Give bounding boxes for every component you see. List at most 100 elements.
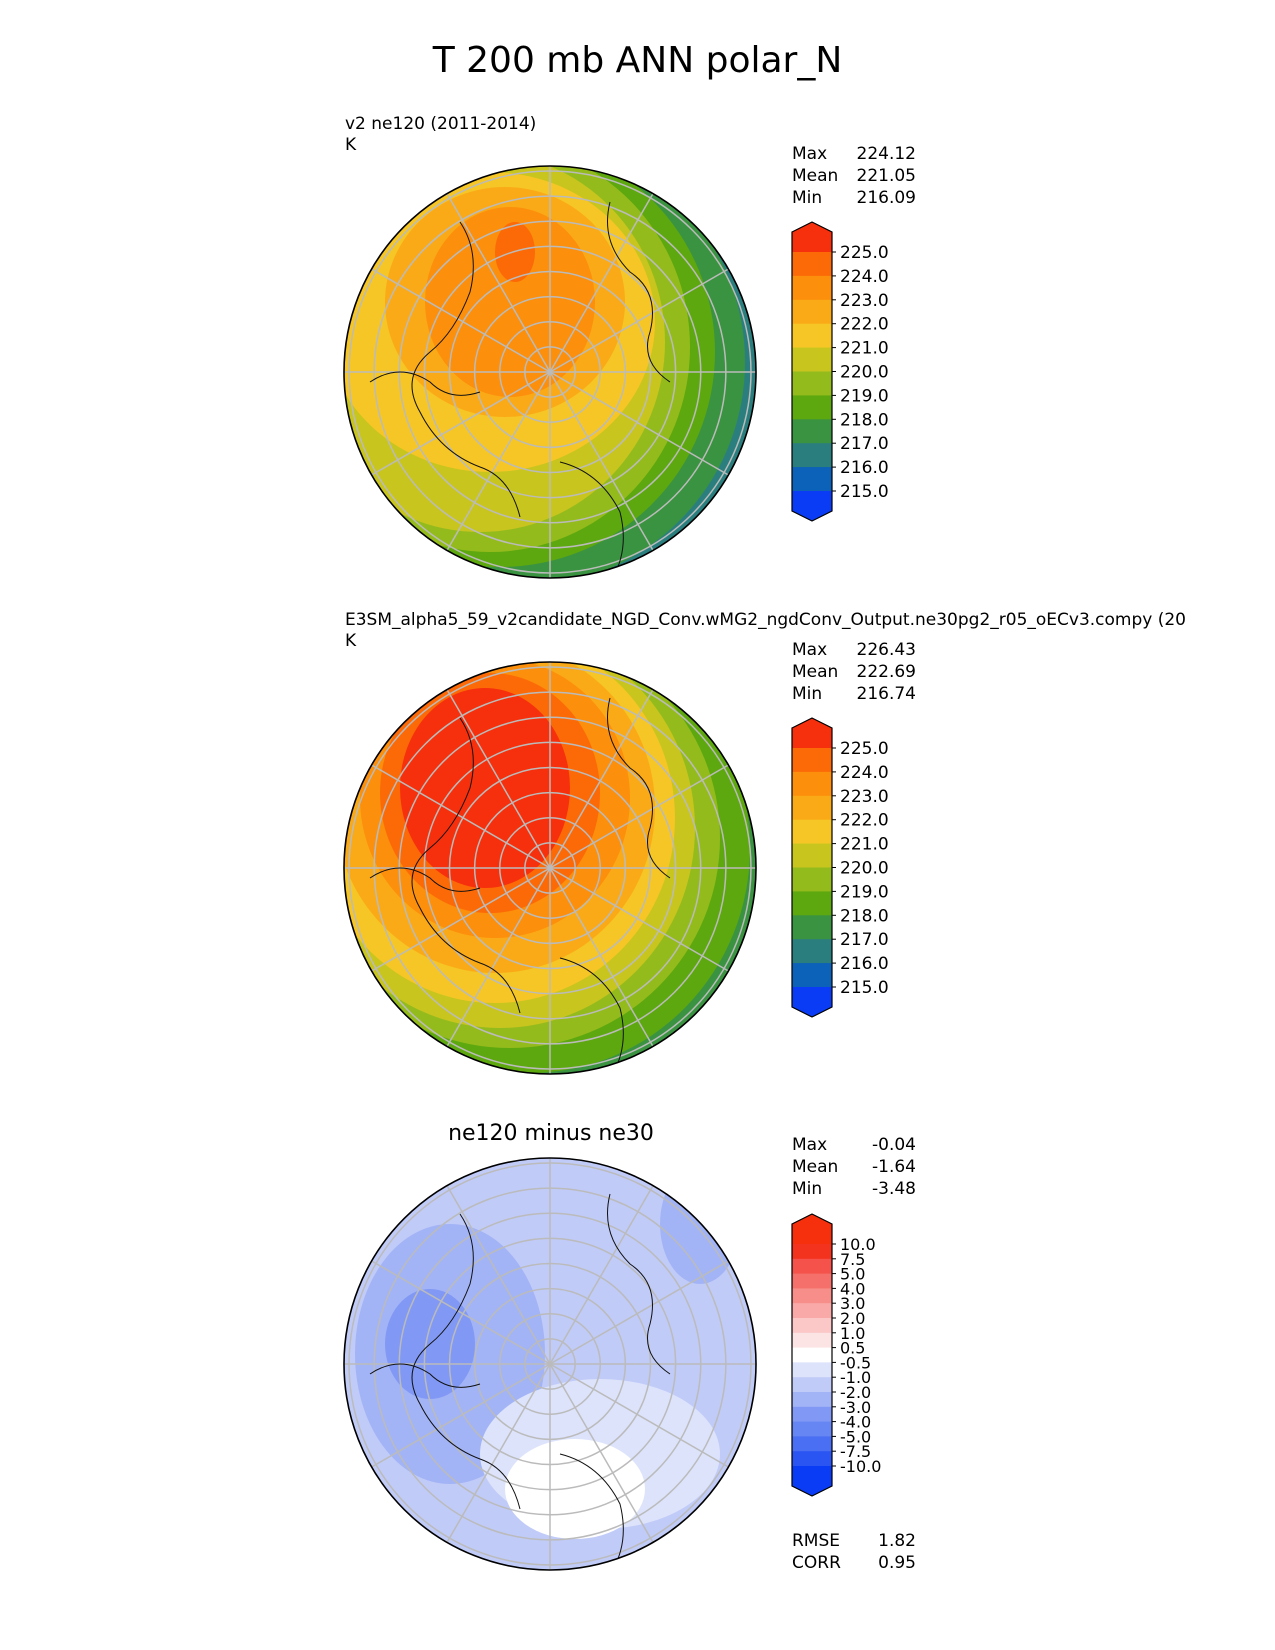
meridian-line [549, 1363, 654, 1543]
colorbar-band [792, 1392, 832, 1408]
stat-mean: Mean -1.64 [792, 1157, 916, 1177]
colorbar-tick-label: 4.0 [840, 1279, 865, 1298]
coastline-path [559, 461, 624, 578]
meridian-line [371, 268, 551, 373]
colorbar-tick-label: 3.0 [840, 1294, 865, 1313]
meridian-line [446, 193, 551, 373]
graticule [344, 1158, 756, 1570]
meridian-line [371, 1260, 551, 1365]
colorbar-outline [791, 1213, 833, 1497]
colorbar-tick-label: 222.0 [840, 811, 889, 831]
meridian-line [446, 1185, 551, 1365]
colorbar-tick-label: 225.0 [840, 739, 889, 759]
colorbar-tick-label: 225.0 [840, 243, 889, 263]
coastline-path [411, 717, 521, 1014]
colorbar-tick-label: 223.0 [840, 787, 889, 807]
colorbar: 215.0 216.0 217.0 218.0 219.0 220.0 221.0 222.0… [791, 221, 889, 522]
coastline-path [411, 221, 521, 518]
meridian-line [446, 689, 551, 869]
meridian-line [371, 764, 551, 869]
colorbar-band [792, 1273, 832, 1289]
colorbar-tick-label: 220.0 [840, 859, 889, 879]
colorbar-band [792, 819, 832, 845]
coastline-path [411, 1213, 521, 1510]
colorbar-band [792, 891, 832, 916]
colorbar-band [792, 1258, 832, 1275]
colorbar-band [792, 467, 832, 492]
meridian-line [371, 371, 551, 476]
coastline-path [369, 1363, 481, 1388]
stat-min: Min 216.09 [792, 188, 916, 208]
panel2-subtitle: E3SM_alpha5_59_v2candidate_NGD_Conv.wMG2… [345, 610, 1187, 630]
colorbar-tick-label: 217.0 [840, 434, 889, 454]
meridian-line [549, 193, 654, 373]
colorbar-extend-min [792, 987, 832, 1017]
map-field [344, 662, 756, 1074]
colorbar-tick-label: 7.5 [840, 1250, 865, 1269]
colorbar-band [792, 443, 832, 468]
stat-min: Min 216.74 [792, 684, 916, 704]
colorbar-band [792, 915, 832, 940]
colorbar-tick-label: 220.0 [840, 363, 889, 383]
meridian-line [371, 1363, 551, 1468]
map-panel-2: 215.0 216.0 217.0 218.0 219.0 220.0 221.0 222.0… [343, 661, 889, 1075]
colorbar-tick-label: 0.5 [840, 1339, 865, 1358]
stat-rmse: RMSE 1.82 [792, 1531, 916, 1551]
colorbar-band [792, 1377, 832, 1393]
meridian-line [549, 764, 729, 869]
colorbar-band [792, 771, 832, 797]
colorbar-band [792, 299, 832, 325]
colorbar-tick-label: 1.0 [840, 1324, 865, 1343]
coastline-path [607, 1193, 671, 1375]
meridian-line [549, 1260, 729, 1365]
colorbar-tick-label: 223.0 [840, 291, 889, 311]
colorbar-outline [791, 717, 833, 1018]
colorbar-tick-label: 215.0 [840, 482, 889, 502]
colorbar-band [792, 1436, 832, 1452]
colorbar-tick-label: 218.0 [840, 410, 889, 430]
colorbar: 215.0 216.0 217.0 218.0 219.0 220.0 221.0 222.0… [791, 717, 889, 1018]
meridian-line [549, 867, 654, 1047]
map-boundary [343, 1157, 757, 1571]
meridian-line [549, 268, 729, 373]
coastline-path [559, 957, 624, 1074]
colorbar-band [792, 748, 832, 773]
colorbar-tick-label: 222.0 [840, 315, 889, 335]
colorbar-band [792, 1288, 832, 1304]
colorbar-tick-label: -7.5 [840, 1442, 871, 1461]
colorbar-band [792, 1421, 832, 1437]
colorbar-band [792, 1318, 832, 1334]
colorbar-tick-label: 221.0 [840, 835, 889, 855]
colorbar-band [792, 1244, 832, 1260]
colorbar-band [792, 371, 832, 396]
colorbar-band [792, 795, 832, 821]
colorbar-extend-min [792, 491, 832, 521]
panel3-title: ne120 minus ne30 [448, 1121, 654, 1146]
map-panel-3: -10.0-7.5-5.0-4.0-3.0-2.0-1.0-0.50.51.02… [343, 1157, 881, 1571]
colorbar-band [792, 1303, 832, 1319]
meridian-line [549, 1185, 654, 1365]
colorbar-band [792, 963, 832, 988]
colorbar-tick-label: 10.0 [840, 1235, 876, 1254]
colorbar-tick-label: -4.0 [840, 1413, 871, 1432]
colorbar-extend-min [792, 1466, 832, 1496]
colorbar-tick-label: 217.0 [840, 930, 889, 950]
colorbar-band [792, 843, 832, 868]
colorbar-tick-label: 2.0 [840, 1309, 865, 1328]
map-field [344, 166, 756, 578]
colorbar-extend-max [792, 1214, 832, 1244]
colorbar-tick-label: 215.0 [840, 978, 889, 998]
colorbar-tick-label: -2.0 [840, 1383, 871, 1402]
colorbar-tick-label: 218.0 [840, 906, 889, 926]
coastline [369, 201, 671, 578]
meridian-line [446, 1363, 551, 1543]
colorbar-band [792, 1406, 832, 1423]
coastline-path [607, 697, 671, 879]
meridian-line [446, 867, 551, 1047]
colorbar: -10.0-7.5-5.0-4.0-3.0-2.0-1.0-0.50.51.02… [791, 1213, 881, 1497]
panel2-units: K [345, 631, 357, 651]
colorbar-band [792, 252, 832, 277]
panel3-stats: Max -0.04 Mean -1.64 Min -3.48 [792, 1134, 916, 1200]
coastline-path [369, 371, 481, 396]
